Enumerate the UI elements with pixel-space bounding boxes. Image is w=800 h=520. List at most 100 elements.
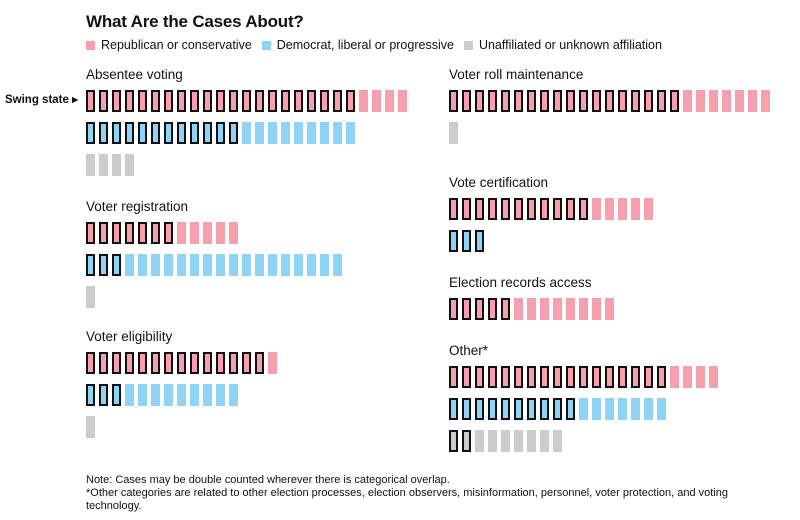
case-block-swing-state xyxy=(579,90,588,112)
case-block-swing-state xyxy=(501,298,510,320)
case-block xyxy=(398,90,407,112)
case-block xyxy=(203,222,212,244)
case-block-swing-state xyxy=(540,198,549,220)
case-block xyxy=(268,122,277,144)
unit-row-unaffiliated xyxy=(86,286,346,310)
unit-row-unaffiliated xyxy=(86,416,281,440)
case-block-swing-state xyxy=(514,198,523,220)
case-block-swing-state xyxy=(164,352,173,374)
case-block xyxy=(670,366,679,388)
case-block-swing-state xyxy=(488,198,497,220)
unit-row-unaffiliated xyxy=(449,430,722,454)
case-block-swing-state xyxy=(112,222,121,244)
case-block xyxy=(553,430,562,452)
case-block xyxy=(514,298,523,320)
case-block xyxy=(177,254,186,276)
case-block-swing-state xyxy=(514,398,523,420)
case-block-swing-state xyxy=(618,90,627,112)
case-block-swing-state xyxy=(229,90,238,112)
case-block-swing-state xyxy=(86,384,95,406)
case-block xyxy=(631,398,640,420)
case-block-swing-state xyxy=(449,398,458,420)
case-block xyxy=(631,198,640,220)
case-block xyxy=(125,254,134,276)
case-block xyxy=(242,122,251,144)
case-block xyxy=(618,398,627,420)
case-block-swing-state xyxy=(86,352,95,374)
case-block-swing-state xyxy=(190,352,199,374)
panel-label: Voter eligibility xyxy=(86,329,173,344)
case-block-swing-state xyxy=(605,366,614,388)
case-block xyxy=(255,122,264,144)
case-block xyxy=(190,384,199,406)
case-block-swing-state xyxy=(579,198,588,220)
case-block xyxy=(125,154,134,176)
unit-row-democrat xyxy=(449,230,657,254)
case-block-swing-state xyxy=(216,90,225,112)
case-block xyxy=(177,384,186,406)
case-block-swing-state xyxy=(177,90,186,112)
unit-row-republican xyxy=(449,298,618,322)
case-block xyxy=(333,122,342,144)
case-block xyxy=(385,90,394,112)
case-block-swing-state xyxy=(164,222,173,244)
case-block-swing-state xyxy=(514,90,523,112)
case-block-swing-state xyxy=(579,366,588,388)
case-block-swing-state xyxy=(203,90,212,112)
legend-label-republican: Republican or conservative xyxy=(101,38,252,52)
case-block xyxy=(294,254,303,276)
case-block-swing-state xyxy=(475,90,484,112)
case-block-swing-state xyxy=(618,366,627,388)
unit-row-republican xyxy=(86,352,281,376)
case-block xyxy=(164,384,173,406)
case-block xyxy=(164,254,173,276)
case-block-swing-state xyxy=(449,366,458,388)
case-block-swing-state xyxy=(86,254,95,276)
case-block xyxy=(151,384,160,406)
case-block-swing-state xyxy=(281,90,290,112)
case-block-swing-state xyxy=(99,254,108,276)
case-block xyxy=(514,430,523,452)
case-block-swing-state xyxy=(307,90,316,112)
case-block xyxy=(359,90,368,112)
panel-rows xyxy=(449,90,774,146)
case-block-swing-state xyxy=(605,90,614,112)
unit-row-republican xyxy=(449,198,657,222)
case-block-swing-state xyxy=(86,90,95,112)
case-block xyxy=(605,298,614,320)
case-block xyxy=(242,254,251,276)
panel-label: Voter registration xyxy=(86,199,189,214)
panel-rows xyxy=(449,298,618,322)
case-block-swing-state xyxy=(462,366,471,388)
case-block xyxy=(86,286,95,308)
case-block xyxy=(449,122,458,144)
case-block-swing-state xyxy=(475,398,484,420)
case-block-swing-state xyxy=(644,90,653,112)
case-block xyxy=(229,384,238,406)
note-line: *Other categories are related to other e… xyxy=(86,487,729,512)
case-block-swing-state xyxy=(255,90,264,112)
case-block-swing-state xyxy=(644,366,653,388)
unit-row-unaffiliated xyxy=(449,122,774,146)
legend: Republican or conservative Democrat, lib… xyxy=(86,38,672,52)
case-block xyxy=(683,90,692,112)
case-block-swing-state xyxy=(242,352,251,374)
case-block xyxy=(644,398,653,420)
case-block xyxy=(151,254,160,276)
case-block-swing-state xyxy=(631,366,640,388)
case-block-swing-state xyxy=(216,352,225,374)
panel-label: Absentee voting xyxy=(86,67,183,82)
case-block-swing-state xyxy=(566,198,575,220)
legend-swatch-republican xyxy=(86,40,95,50)
case-block-swing-state xyxy=(566,90,575,112)
case-block-swing-state xyxy=(164,122,173,144)
case-block xyxy=(268,254,277,276)
case-block xyxy=(579,398,588,420)
case-block-swing-state xyxy=(527,198,536,220)
case-block-swing-state xyxy=(566,398,575,420)
case-block xyxy=(579,298,588,320)
case-block-swing-state xyxy=(449,298,458,320)
case-block xyxy=(281,122,290,144)
case-block-swing-state xyxy=(203,352,212,374)
case-block-swing-state xyxy=(527,90,536,112)
